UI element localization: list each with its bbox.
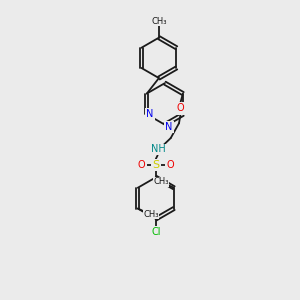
Text: CH₃: CH₃	[153, 177, 169, 186]
Text: NH: NH	[151, 144, 166, 154]
Text: N: N	[165, 122, 173, 132]
Text: O: O	[166, 160, 174, 170]
Text: CH₃: CH₃	[151, 16, 167, 26]
Text: N: N	[146, 109, 154, 119]
Text: O: O	[177, 103, 184, 113]
Text: CH₃: CH₃	[143, 210, 159, 219]
Text: O: O	[138, 160, 146, 170]
Text: S: S	[152, 160, 159, 170]
Text: Cl: Cl	[151, 227, 160, 237]
